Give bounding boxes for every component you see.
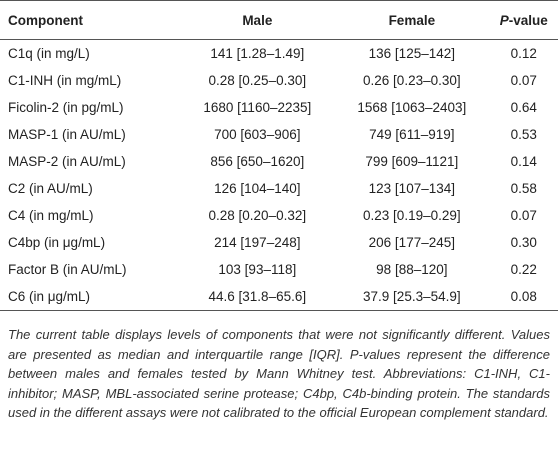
value-cell: 0.08 bbox=[489, 283, 558, 311]
header-row: Component Male Female P-value bbox=[0, 0, 558, 40]
value-cell: 0.64 bbox=[510, 100, 537, 115]
component-cell: C4bp (in μg/mL) bbox=[8, 235, 106, 250]
value-cell: 206 [177–245] bbox=[368, 235, 455, 250]
table-row: C1-INH (in mg/mL) 0.28 [0.25–0.30] 0.26 [0… bbox=[0, 67, 558, 94]
table-row: Ficolin-2 (in pg/mL) 1680 [1160–2235] 1568… bbox=[0, 94, 558, 121]
table-row: C1q (in mg/L) 141 [1.28–1.49] 136 [125–142… bbox=[0, 40, 558, 68]
component-cell: C2 (in AU/mL) bbox=[8, 181, 93, 196]
value-cell: 799 [609–1121] bbox=[365, 154, 459, 169]
component-cell: Ficolin-2 (in pg/mL) bbox=[8, 100, 124, 115]
value-cell: 214 [197–248] bbox=[214, 235, 301, 250]
component-cell: Factor B (in AU/mL) bbox=[8, 262, 127, 277]
header-cell: P-value bbox=[489, 0, 558, 40]
header-text: -value bbox=[508, 12, 548, 28]
value-cell: 1680 [1160–2235] bbox=[203, 100, 312, 115]
table-row: C6 (in μg/mL) 44.6 [31.8–65.6] 37.9 [25.3–… bbox=[0, 283, 558, 311]
header-cell: Component bbox=[0, 0, 181, 40]
component-cell: C4 (in mg/mL) bbox=[8, 208, 94, 223]
table-row: Factor B (in AU/mL) 103 [93–118] 98 [88–12… bbox=[0, 256, 558, 283]
value-cell: 0.53 bbox=[510, 127, 537, 142]
header-cell: Female bbox=[334, 0, 490, 40]
value-cell: 856 [650–1620] bbox=[210, 154, 305, 169]
value-cell: 0.28 [0.25–0.30] bbox=[208, 73, 307, 88]
value-cell: 0.30 bbox=[510, 235, 537, 250]
data-table: Component Male Female P-value C1q (in mg/L)… bbox=[0, 0, 558, 311]
value-cell: 0.22 bbox=[510, 262, 537, 277]
table-row: MASP-2 (in AU/mL) 856 [650–1620] 799 [609–… bbox=[0, 148, 558, 175]
value-cell: 37.9 [25.3–54.9] bbox=[334, 283, 490, 311]
value-cell: 749 [611–919] bbox=[369, 127, 455, 142]
table-row: C2 (in AU/mL) 126 [104–140] 123 [107–134] 0… bbox=[0, 175, 558, 202]
header-cell: Male bbox=[180, 0, 335, 40]
value-cell: 126 [104–140] bbox=[214, 181, 301, 196]
table-note: The current table displays levels of com… bbox=[8, 327, 550, 420]
table-row: MASP-1 (in AU/mL) 700 [603–906] 749 [611–9… bbox=[0, 121, 558, 148]
table-body: C1q (in mg/L) 141 [1.28–1.49] 136 [125–142… bbox=[0, 40, 558, 311]
value-cell: 123 [107–134] bbox=[368, 181, 455, 196]
value-cell: 0.07 bbox=[510, 208, 537, 223]
component-cell: MASP-1 (in AU/mL) bbox=[8, 127, 126, 142]
value-cell: 98 [88–120] bbox=[376, 262, 448, 277]
component-cell: C6 (in μg/mL) bbox=[0, 283, 181, 311]
value-cell: 44.6 [31.8–65.6] bbox=[180, 283, 335, 311]
component-cell: C1-INH (in mg/mL) bbox=[8, 73, 122, 88]
value-cell: 141 [1.28–1.49] bbox=[210, 46, 305, 61]
component-cell: C1q (in mg/L) bbox=[8, 46, 90, 61]
value-cell: 0.26 [0.23–0.30] bbox=[363, 73, 461, 88]
table-row: C4 (in mg/mL) 0.28 [0.20–0.32] 0.23 [0.19–… bbox=[0, 202, 558, 229]
value-cell: 0.14 bbox=[510, 154, 537, 169]
value-cell: 136 [125–142] bbox=[368, 46, 455, 61]
table-row: C4bp (in μg/mL) 214 [197–248] 206 [177–245… bbox=[0, 229, 558, 256]
value-cell: 103 [93–118] bbox=[218, 262, 297, 277]
value-cell: 0.07 bbox=[510, 73, 537, 88]
component-cell: MASP-2 (in AU/mL) bbox=[8, 154, 126, 169]
value-cell: 1568 [1063–2403] bbox=[357, 100, 467, 115]
header-italic: P bbox=[499, 12, 509, 28]
value-cell: 700 [603–906] bbox=[214, 127, 301, 142]
value-cell: 0.58 bbox=[510, 181, 537, 196]
value-cell: 0.12 bbox=[510, 46, 537, 61]
value-cell: 0.23 [0.19–0.29] bbox=[363, 208, 461, 223]
value-cell: 0.28 [0.20–0.32] bbox=[208, 208, 307, 223]
